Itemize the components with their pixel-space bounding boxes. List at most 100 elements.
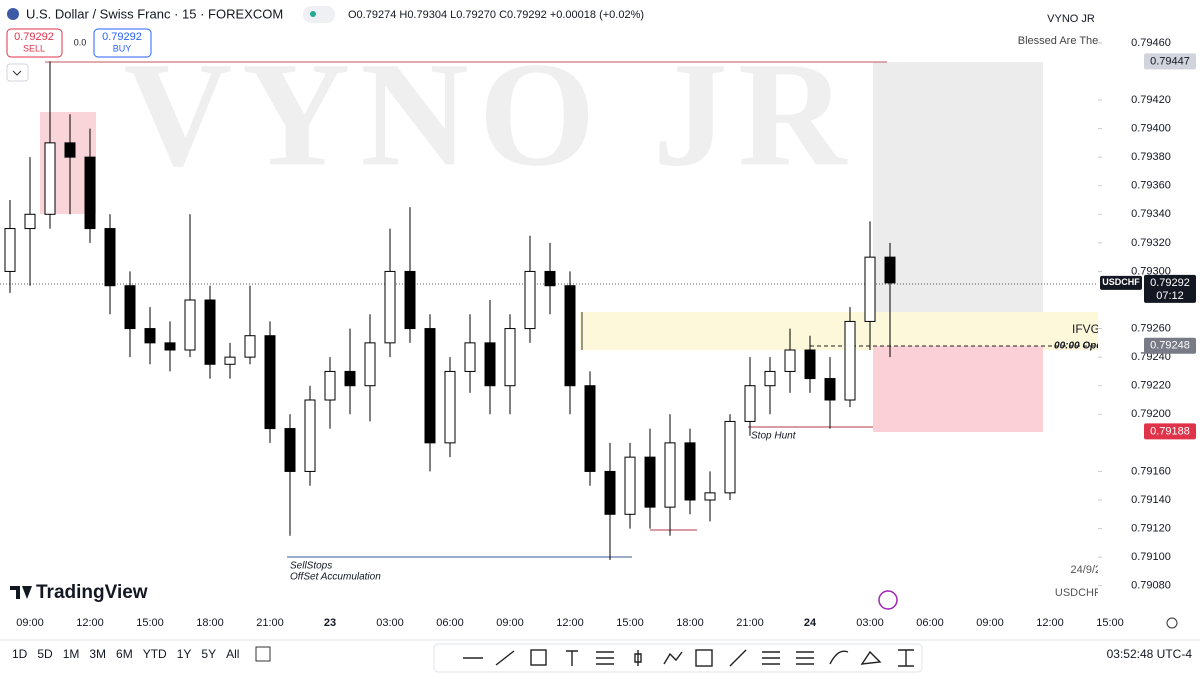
tool-icon[interactable]	[898, 649, 914, 667]
candle-body	[864, 256, 876, 322]
tool-icon[interactable]	[796, 651, 814, 665]
price-label-bg	[1144, 337, 1196, 354]
y-tick-label: 0.79400	[1131, 122, 1171, 134]
annotations: SellStops OffSet Accumulation Stop Hunt …	[290, 322, 1131, 599]
candle-body	[724, 420, 736, 494]
countdown: 07:12	[1156, 290, 1184, 302]
x-tick-label: 15:00	[616, 617, 644, 629]
symbol-title[interactable]: U.S. Dollar / Swiss Franc · 15 · FOREXCO…	[26, 6, 283, 21]
y-tick-label: 0.79360	[1131, 180, 1171, 192]
x-tick-label: 12:00	[1036, 617, 1064, 629]
candle-body	[664, 442, 676, 508]
candle-body	[404, 270, 416, 330]
x-tick-label: 21:00	[256, 617, 284, 629]
tool-icon[interactable]	[860, 650, 882, 665]
candle-body	[164, 342, 176, 351]
tool-icon[interactable]	[829, 650, 849, 665]
candle-body	[64, 142, 76, 158]
candle-body	[844, 320, 856, 401]
range-button[interactable]: 3M	[89, 647, 106, 661]
settings-icon[interactable]	[1166, 617, 1178, 629]
price-label-bg	[1144, 53, 1196, 70]
tool-icon[interactable]	[495, 650, 515, 666]
x-tick-label: 21:00	[736, 617, 764, 629]
y-tick-label: 0.79140	[1131, 494, 1171, 506]
axis-bg	[1098, 0, 1200, 640]
range-button[interactable]: 5D	[37, 647, 53, 661]
x-tick-label: 12:00	[556, 617, 584, 629]
range-button[interactable]: 1M	[63, 647, 80, 661]
x-tick-label: 09:00	[16, 617, 44, 629]
x-tick-label: 09:00	[976, 617, 1004, 629]
candle-body	[364, 342, 376, 387]
tool-icon[interactable]	[663, 651, 683, 665]
tool-icon[interactable]	[634, 650, 642, 666]
y-tick-label: 0.79260	[1131, 322, 1171, 334]
candle-body	[764, 370, 776, 387]
candle-body	[324, 370, 336, 401]
symbol-label: USDCHF	[1102, 277, 1140, 287]
annotation: SellStops	[290, 561, 332, 572]
x-tick-label: 12:00	[76, 617, 104, 629]
candle-body	[824, 378, 836, 401]
status-dot	[310, 11, 316, 17]
ohlc-legend: O0.79274 H0.79304 L0.79270 C0.79292 +0.0…	[348, 9, 644, 21]
candle-body	[704, 492, 716, 501]
tool-icon[interactable]	[762, 651, 780, 665]
candle-body	[444, 370, 456, 444]
candle-body	[144, 328, 156, 344]
risk-box	[873, 346, 1043, 432]
candle-body	[784, 349, 796, 372]
tool-icon[interactable]	[530, 649, 547, 666]
buy-button[interactable]	[93, 28, 152, 58]
x-tick-label: 24	[804, 617, 817, 629]
x-tick-label: 15:00	[136, 617, 164, 629]
candle-body	[84, 156, 96, 230]
range-button[interactable]: 5Y	[201, 647, 216, 661]
calendar-icon[interactable]	[255, 646, 271, 662]
range-button[interactable]: 1Y	[177, 647, 192, 661]
sell-price: 0.79292	[14, 31, 54, 43]
tool-icon[interactable]	[566, 650, 578, 666]
watermark: VYNO JR	[124, 31, 856, 197]
candle-body	[264, 335, 276, 430]
collapse-button[interactable]	[6, 63, 29, 82]
range-button[interactable]: 6M	[116, 647, 133, 661]
range-button[interactable]: YTD	[143, 647, 167, 661]
candle-body	[104, 228, 116, 287]
range-button[interactable]: All	[226, 647, 239, 661]
candle-body	[184, 299, 196, 351]
range-buttons: 1D 5D 1M 3M 6M YTD 1Y 5Y All	[12, 647, 239, 661]
candle-body	[284, 428, 296, 472]
x-tick-label: 06:00	[916, 617, 944, 629]
candle-body	[804, 349, 816, 380]
candle-body	[504, 328, 516, 387]
tool-icon[interactable]	[695, 649, 713, 667]
annotation: IFVG	[1072, 322, 1100, 336]
replay-icon[interactable]	[878, 590, 898, 610]
candle-body	[24, 213, 36, 230]
candle-body	[564, 285, 576, 387]
tool-icon[interactable]	[596, 651, 614, 665]
candle-body	[344, 370, 356, 387]
y-tick-label: 0.79220	[1131, 380, 1171, 392]
candle-body	[464, 342, 476, 372]
x-tick-label: 03:00	[376, 617, 404, 629]
price-label: 0.79188	[1150, 425, 1190, 437]
candle-body	[524, 270, 536, 330]
tool-icon[interactable]	[729, 649, 747, 667]
candle-body	[744, 385, 756, 422]
range-box	[873, 62, 1043, 312]
chevron	[12, 70, 22, 76]
y-tick-label: 0.79380	[1131, 151, 1171, 163]
candle-body	[204, 299, 216, 365]
x-tick-label: 09:00	[496, 617, 524, 629]
last-price: 0.79292	[1150, 277, 1190, 289]
sell-button[interactable]	[6, 28, 63, 58]
status-pill	[303, 6, 335, 23]
range-button[interactable]: 1D	[12, 647, 28, 661]
candle-body	[224, 356, 236, 365]
candle-body	[44, 142, 56, 215]
y-tick-label: 0.79100	[1131, 551, 1171, 563]
